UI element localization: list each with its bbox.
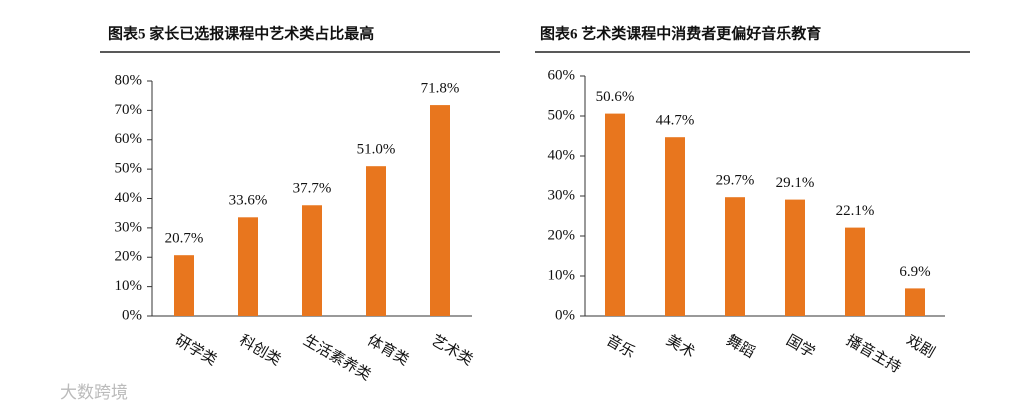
y-tick-label: 40%	[115, 190, 143, 206]
y-tick-label: 20%	[548, 227, 576, 243]
y-tick-label: 60%	[548, 67, 576, 83]
x-tick-label: 生活素养类	[300, 332, 373, 384]
y-tick-label: 80%	[115, 72, 143, 88]
x-tick-label: 国学	[783, 332, 817, 362]
y-tick-label: 40%	[548, 147, 576, 163]
bar	[366, 166, 386, 316]
y-tick-label: 20%	[115, 249, 143, 265]
x-tick-label: 科创类	[236, 332, 283, 369]
bar	[905, 288, 925, 316]
x-tick-label: 研学类	[172, 332, 219, 369]
value-label: 51.0%	[357, 142, 396, 158]
value-label: 6.9%	[899, 264, 930, 280]
y-tick-label: 50%	[115, 161, 143, 177]
bar	[845, 227, 865, 316]
bar	[725, 197, 745, 316]
y-tick-label: 30%	[115, 219, 143, 235]
value-label: 50.6%	[596, 89, 635, 105]
value-label: 44.7%	[656, 113, 695, 129]
value-label: 71.8%	[421, 81, 460, 97]
bar	[665, 137, 685, 316]
value-label: 20.7%	[165, 231, 204, 247]
value-label: 22.1%	[836, 203, 875, 219]
y-tick-label: 30%	[548, 187, 576, 203]
bar	[302, 205, 322, 316]
bar	[238, 217, 258, 316]
y-tick-label: 10%	[115, 278, 143, 294]
value-label: 37.7%	[293, 181, 332, 197]
y-tick-label: 50%	[548, 107, 576, 123]
x-tick-label: 戏剧	[903, 332, 937, 362]
y-tick-label: 0%	[122, 307, 142, 323]
bar	[605, 113, 625, 316]
bar	[430, 105, 450, 317]
bar	[174, 255, 194, 316]
value-label: 29.1%	[776, 175, 815, 191]
x-tick-label: 体育类	[364, 332, 411, 369]
bar	[785, 199, 805, 316]
y-tick-label: 60%	[115, 131, 143, 147]
y-tick-label: 70%	[115, 102, 143, 118]
value-label: 33.6%	[229, 193, 268, 209]
x-tick-label: 艺术类	[428, 332, 475, 369]
y-tick-label: 10%	[548, 267, 576, 283]
chart-title: 图表6 艺术类课程中消费者更偏好音乐教育	[540, 24, 821, 42]
chart-title: 图表5 家长已选报课程中艺术类占比最高	[108, 24, 374, 42]
x-tick-label: 播音主持	[843, 332, 903, 377]
y-tick-label: 0%	[555, 307, 575, 323]
x-tick-label: 音乐	[603, 332, 637, 362]
x-tick-label: 舞蹈	[723, 332, 757, 362]
x-tick-label: 美术	[663, 332, 697, 362]
value-label: 29.7%	[716, 173, 755, 189]
watermark: 大数跨境	[60, 383, 128, 403]
